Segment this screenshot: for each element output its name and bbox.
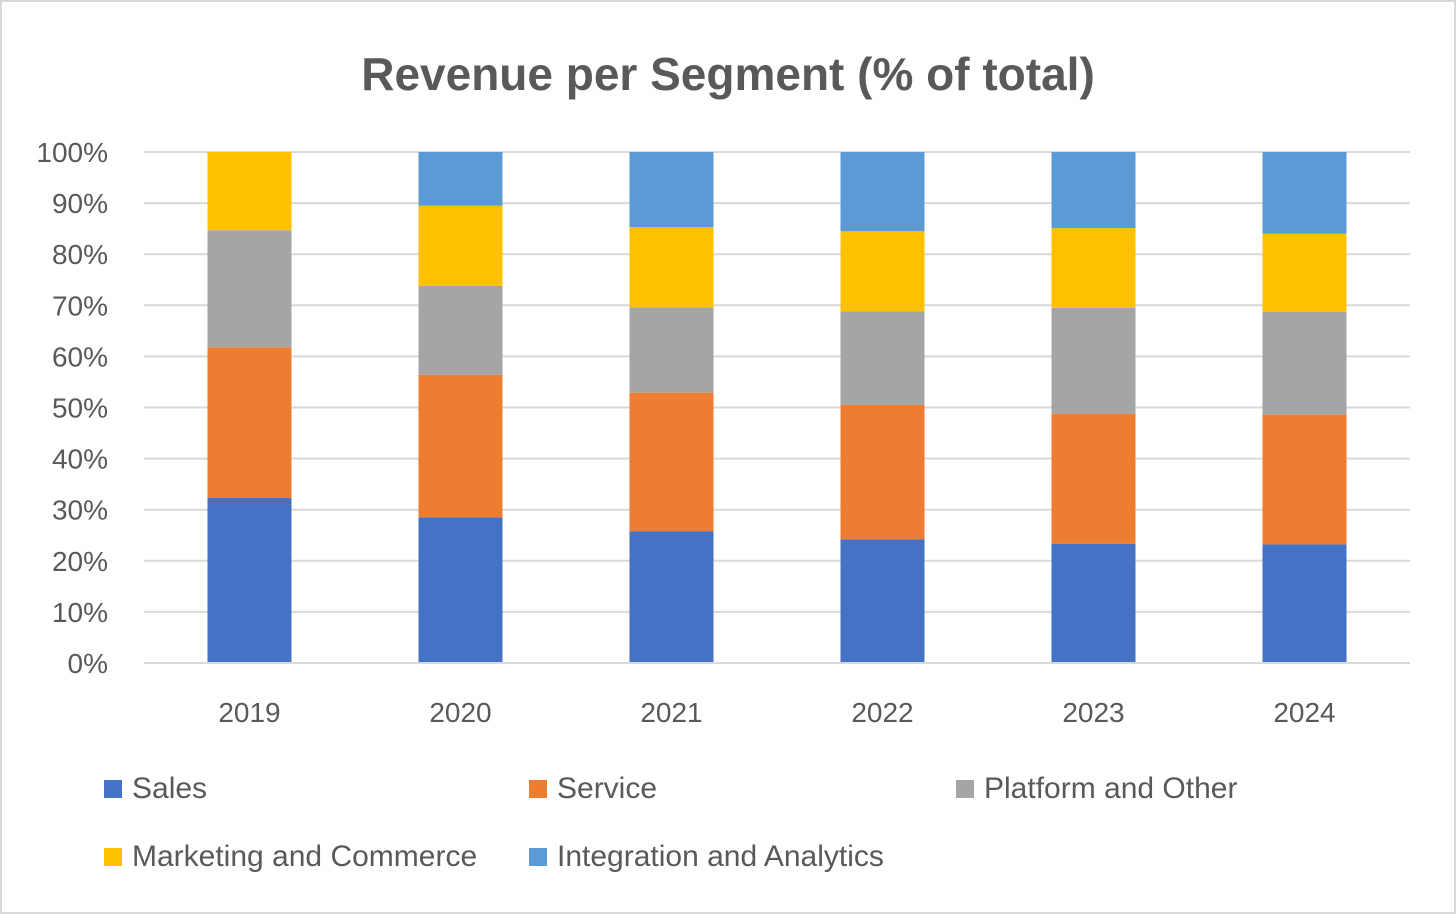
bar-segment (1262, 152, 1347, 234)
bar-segment (840, 404, 925, 540)
bar-segment (1051, 543, 1136, 663)
bar-segment (207, 230, 292, 348)
legend-swatch (104, 780, 122, 798)
legend-swatch (956, 780, 974, 798)
bar-segment (1051, 152, 1136, 229)
legend-swatch (104, 848, 122, 866)
legend-label: Integration and Analytics (557, 840, 884, 873)
bar-segment (1262, 414, 1347, 545)
y-tick-label: 30% (52, 495, 108, 526)
bars (207, 152, 1347, 663)
bar-segment (840, 231, 925, 312)
legend-label: Service (557, 772, 657, 805)
y-tick-label: 10% (52, 597, 108, 628)
bar-segment (629, 531, 714, 663)
y-tick-label: 0% (68, 648, 108, 679)
legend-swatch (529, 848, 547, 866)
chart-title: Revenue per Segment (% of total) (361, 48, 1095, 100)
y-tick-label: 50% (52, 393, 108, 424)
y-tick-label: 20% (52, 546, 108, 577)
legend-label: Marketing and Commerce (132, 840, 477, 873)
x-tick-label: 2020 (429, 697, 491, 728)
bar-segment (629, 307, 714, 393)
x-tick-label: 2021 (640, 697, 702, 728)
y-tick-label: 40% (52, 444, 108, 475)
y-tick-label: 70% (52, 290, 108, 321)
bar-segment (840, 311, 925, 405)
bar-segment (840, 152, 925, 232)
bar-segment (840, 539, 925, 663)
gridlines (144, 151, 1410, 664)
bar-segment (1051, 228, 1136, 308)
bar-segment (629, 152, 714, 228)
legend: Sales Service Platform and Other Marketing … (104, 772, 1237, 873)
axes: 0% 10% 20% 30% 40% 50% 60% 70% 80% 90% 100% 2019 202… (36, 137, 1410, 728)
bar-segment (1051, 413, 1136, 544)
x-tick-label: 2024 (1273, 697, 1335, 728)
y-tick-label: 80% (52, 239, 108, 270)
legend-swatch (529, 780, 547, 798)
y-tick-label: 90% (52, 188, 108, 219)
bar-segment (1262, 311, 1347, 415)
bar-segment (418, 374, 503, 518)
legend-label: Platform and Other (984, 772, 1237, 805)
bar-segment (629, 227, 714, 308)
bar-segment (1262, 233, 1347, 312)
y-tick-label: 100% (36, 137, 108, 168)
x-tick-label: 2019 (218, 697, 280, 728)
bar-segment (1051, 307, 1136, 414)
x-tick-label: 2022 (851, 697, 913, 728)
bar-segment (418, 517, 503, 663)
bar-segment (1262, 544, 1347, 663)
bar-segment (418, 152, 503, 206)
y-tick-label: 60% (52, 341, 108, 372)
bar-segment (629, 392, 714, 532)
legend-label: Sales (132, 772, 207, 805)
bar-segment (418, 205, 503, 286)
x-tick-label: 2023 (1062, 697, 1124, 728)
bar-segment (207, 152, 292, 231)
bar-segment (207, 497, 292, 663)
bar-segment (207, 347, 292, 498)
bar-segment (418, 285, 503, 375)
